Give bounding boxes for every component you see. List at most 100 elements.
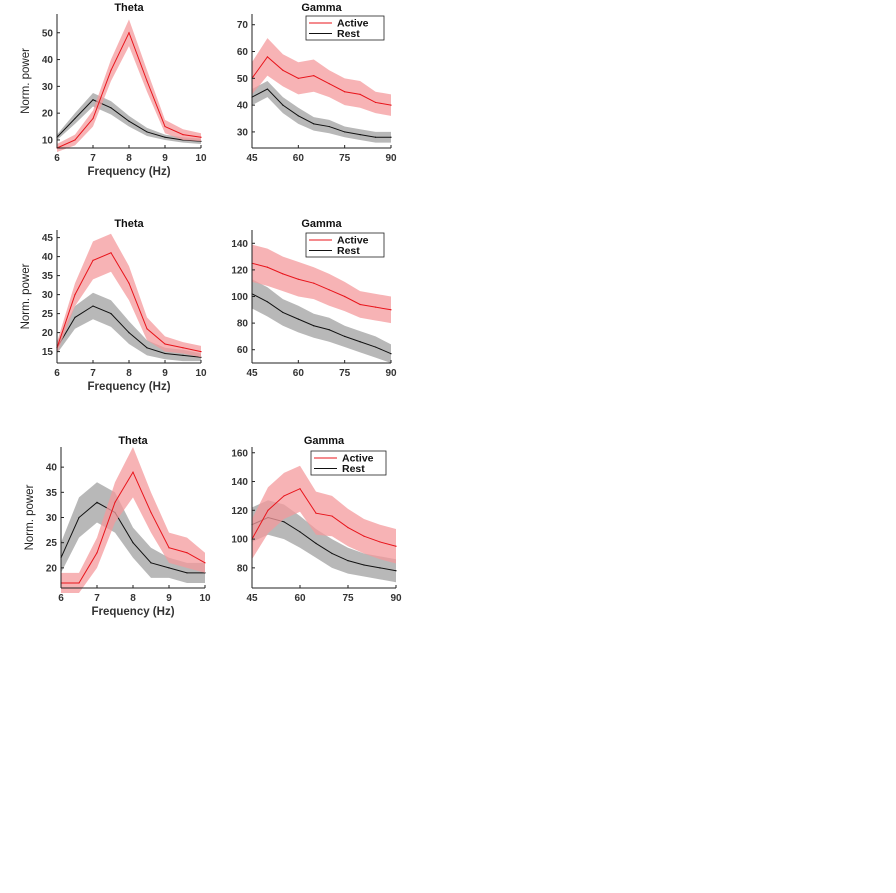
active-data-point bbox=[182, 347, 184, 349]
active-data-point bbox=[297, 278, 299, 280]
x-tick-label: 90 bbox=[385, 368, 397, 379]
active-data-point bbox=[164, 125, 166, 128]
rest-series-line bbox=[251, 88, 391, 138]
active-data-point bbox=[315, 512, 317, 514]
active-data-point bbox=[344, 91, 346, 93]
rest-data-point bbox=[132, 542, 134, 544]
active-data-point bbox=[282, 69, 284, 71]
x-tick-label: 6 bbox=[54, 153, 60, 164]
rest-data-point bbox=[299, 531, 301, 533]
y-tick-label: 10 bbox=[42, 135, 54, 146]
y-tick-label: 50 bbox=[42, 28, 54, 39]
rest-data-point bbox=[266, 301, 269, 303]
x-tick-label: 60 bbox=[293, 153, 305, 164]
x-tick-label: 75 bbox=[339, 153, 351, 164]
rest-data-point bbox=[92, 305, 94, 307]
rest-data-point bbox=[313, 123, 315, 125]
rest-data-point bbox=[282, 104, 284, 106]
rest-data-point bbox=[374, 346, 377, 348]
rest-data-point bbox=[168, 567, 170, 569]
active-series-line bbox=[251, 488, 397, 547]
active-data-point bbox=[344, 295, 346, 298]
active-data-point bbox=[347, 526, 349, 529]
rest-data-point bbox=[96, 501, 98, 503]
y-tick-label: 35 bbox=[42, 271, 54, 282]
panel-title: Theta bbox=[118, 435, 148, 447]
y-tick-label: 15 bbox=[42, 347, 54, 358]
active-error-band bbox=[252, 244, 391, 324]
active-data-point bbox=[390, 104, 392, 106]
active-data-point bbox=[267, 509, 269, 511]
active-data-point bbox=[114, 501, 116, 503]
active-data-point bbox=[168, 547, 170, 549]
active-data-point bbox=[128, 32, 130, 34]
active-data-point bbox=[331, 515, 333, 517]
rest-error-band bbox=[252, 500, 396, 583]
rest-data-point bbox=[146, 347, 148, 349]
rest-data-point bbox=[331, 552, 333, 555]
active-data-point bbox=[363, 535, 365, 537]
active-data-point bbox=[92, 259, 94, 261]
x-tick-label: 75 bbox=[339, 368, 351, 379]
y-tick-label: 100 bbox=[231, 535, 248, 546]
rest-data-point bbox=[359, 341, 361, 343]
active-legend-label: Active bbox=[342, 453, 374, 465]
active-data-point bbox=[110, 252, 112, 254]
active-data-point bbox=[395, 545, 397, 547]
rest-legend-label: Rest bbox=[337, 245, 360, 257]
x-tick-label: 10 bbox=[199, 593, 211, 604]
active-data-point bbox=[266, 56, 269, 58]
active-data-point bbox=[150, 511, 152, 514]
y-tick-label: 80 bbox=[237, 563, 249, 574]
rest-data-point bbox=[390, 353, 392, 355]
x-tick-label: 6 bbox=[58, 593, 64, 604]
rest-legend-label: Rest bbox=[342, 463, 365, 475]
y-axis-label: Norm. power bbox=[24, 484, 36, 550]
y-tick-label: 30 bbox=[46, 513, 58, 524]
active-error-band bbox=[57, 233, 201, 358]
active-data-point bbox=[313, 282, 315, 284]
active-data-point bbox=[186, 552, 188, 554]
rest-error-band bbox=[252, 279, 391, 363]
y-tick-label: 20 bbox=[42, 109, 54, 120]
rest-data-point bbox=[164, 136, 166, 138]
x-axis-label: Frequency (Hz) bbox=[87, 166, 170, 178]
active-data-point bbox=[74, 139, 76, 141]
rest-data-point bbox=[315, 542, 317, 544]
rest-data-point bbox=[344, 131, 346, 133]
rest-data-point bbox=[78, 516, 80, 519]
rest-data-point bbox=[282, 311, 284, 314]
active-data-point bbox=[110, 69, 112, 71]
rest-data-point bbox=[297, 318, 299, 320]
y-axis-label: Norm. power bbox=[20, 263, 32, 329]
active-series-line bbox=[251, 262, 392, 311]
rest-data-point bbox=[297, 115, 299, 117]
rest-data-point bbox=[395, 570, 397, 572]
rest-data-point bbox=[128, 120, 130, 122]
y-tick-label: 35 bbox=[46, 488, 58, 499]
rest-data-point bbox=[186, 572, 188, 574]
active-data-point bbox=[374, 101, 377, 104]
panel-3: Theta 6 7 8 9 10 15 20 25 30 35 40 45 Frequency (Hz) N… bbox=[20, 218, 207, 393]
active-data-point bbox=[390, 309, 392, 311]
y-tick-label: 140 bbox=[231, 239, 248, 250]
rest-data-point bbox=[92, 99, 94, 101]
active-data-point bbox=[78, 582, 80, 584]
x-axis-label: Frequency (Hz) bbox=[91, 606, 174, 618]
x-tick-label: 45 bbox=[246, 593, 258, 604]
rest-data-point bbox=[344, 335, 346, 337]
x-axis-label: Frequency (Hz) bbox=[87, 381, 170, 393]
rest-data-point bbox=[150, 562, 152, 564]
rest-data-point bbox=[328, 125, 330, 128]
x-tick-label: 60 bbox=[294, 593, 306, 604]
active-error-band bbox=[252, 38, 391, 116]
rest-data-point bbox=[128, 332, 130, 334]
active-legend-label: Active bbox=[337, 235, 369, 247]
active-data-point bbox=[328, 83, 330, 85]
y-tick-label: 30 bbox=[42, 290, 54, 301]
active-data-point bbox=[164, 343, 166, 345]
active-data-point bbox=[128, 282, 130, 284]
